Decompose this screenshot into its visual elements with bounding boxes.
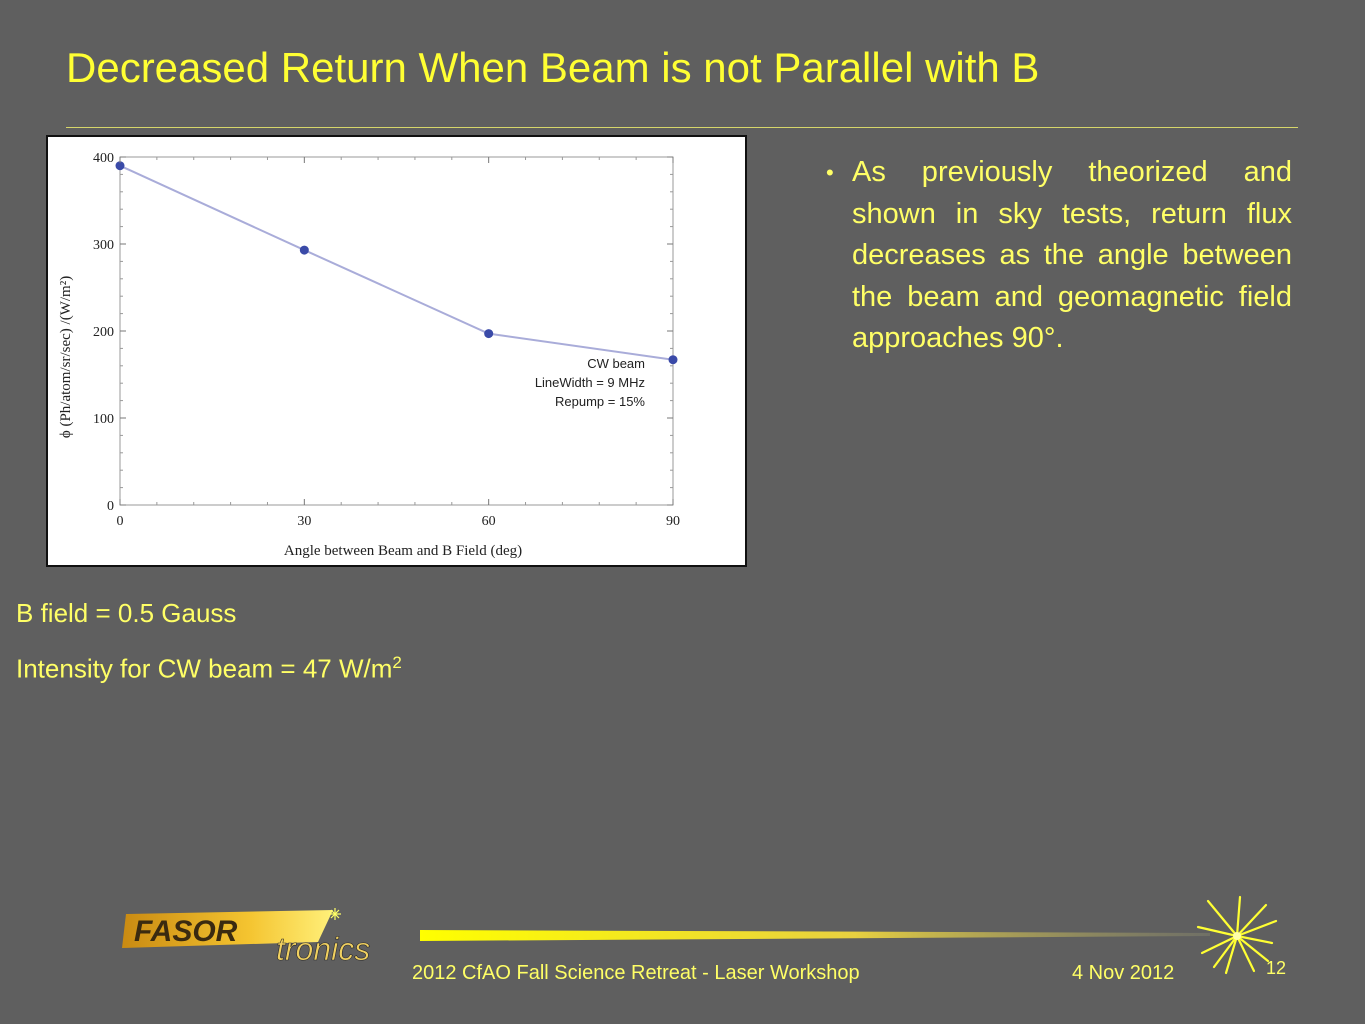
x-tick-label: 60 [482,514,496,529]
footer-stripe [420,930,1210,941]
logo-swoosh [122,910,333,948]
intensity-superscript: 2 [392,653,402,672]
x-tick-label: 0 [117,514,124,529]
plot-frame [119,156,674,506]
series-line [119,164,674,361]
data-point [668,355,678,365]
fasortronics-logo: FASOR tronics [122,908,371,967]
intensity-note: Intensity for CW beam = 47 W/m2 [16,653,402,685]
bullet-text: As previously theorized and shown in sky… [852,156,1292,354]
y-tick-label: 200 [93,325,114,340]
title-divider [66,127,1298,128]
data-point [299,245,309,255]
logo-text-fasor: FASOR [134,915,238,948]
intensity-text: Intensity for CW beam = 47 W/m [16,653,393,684]
chart-annotation-line: Repump = 15% [555,394,645,409]
b-field-note: B field = 0.5 Gauss [16,598,237,628]
x-tick-label: 30 [297,514,311,529]
line-chart: 0 100 200 300 400 0 30 60 90 Angle between Beam … [58,151,680,559]
footer-event: 2012 CfAO Fall Science Retreat - Laser W… [412,962,860,984]
chart-panel: 0 100 200 300 400 0 30 60 90 Angle between Beam … [46,135,747,567]
y-tick-label: 400 [93,151,114,166]
x-tick-label: 90 [666,514,680,529]
x-axis-label: Angle between Beam and B Field (deg) [284,543,522,559]
bullet-dot: • [826,160,834,185]
chart-annotation-line: CW beam [587,356,645,371]
footer-date: 4 Nov 2012 [1072,962,1175,984]
logo-sparkle-icon [329,908,341,920]
page-number: 12 [1266,958,1287,978]
y-tick-label: 0 [107,499,114,514]
chart-annotation-line: LineWidth = 9 MHz [535,375,645,390]
y-axis-label: ϕ (Ph/atom/sr/sec) /(W/m²) [58,276,74,438]
slide-title: Decreased Return When Beam is not Parall… [66,44,1040,91]
data-point [484,329,494,339]
data-point [115,161,125,171]
starburst-icon [1196,895,1278,975]
y-tick-label: 300 [93,238,114,253]
y-tick-label: 100 [93,412,114,427]
logo-text-tronics: tronics [276,931,370,967]
